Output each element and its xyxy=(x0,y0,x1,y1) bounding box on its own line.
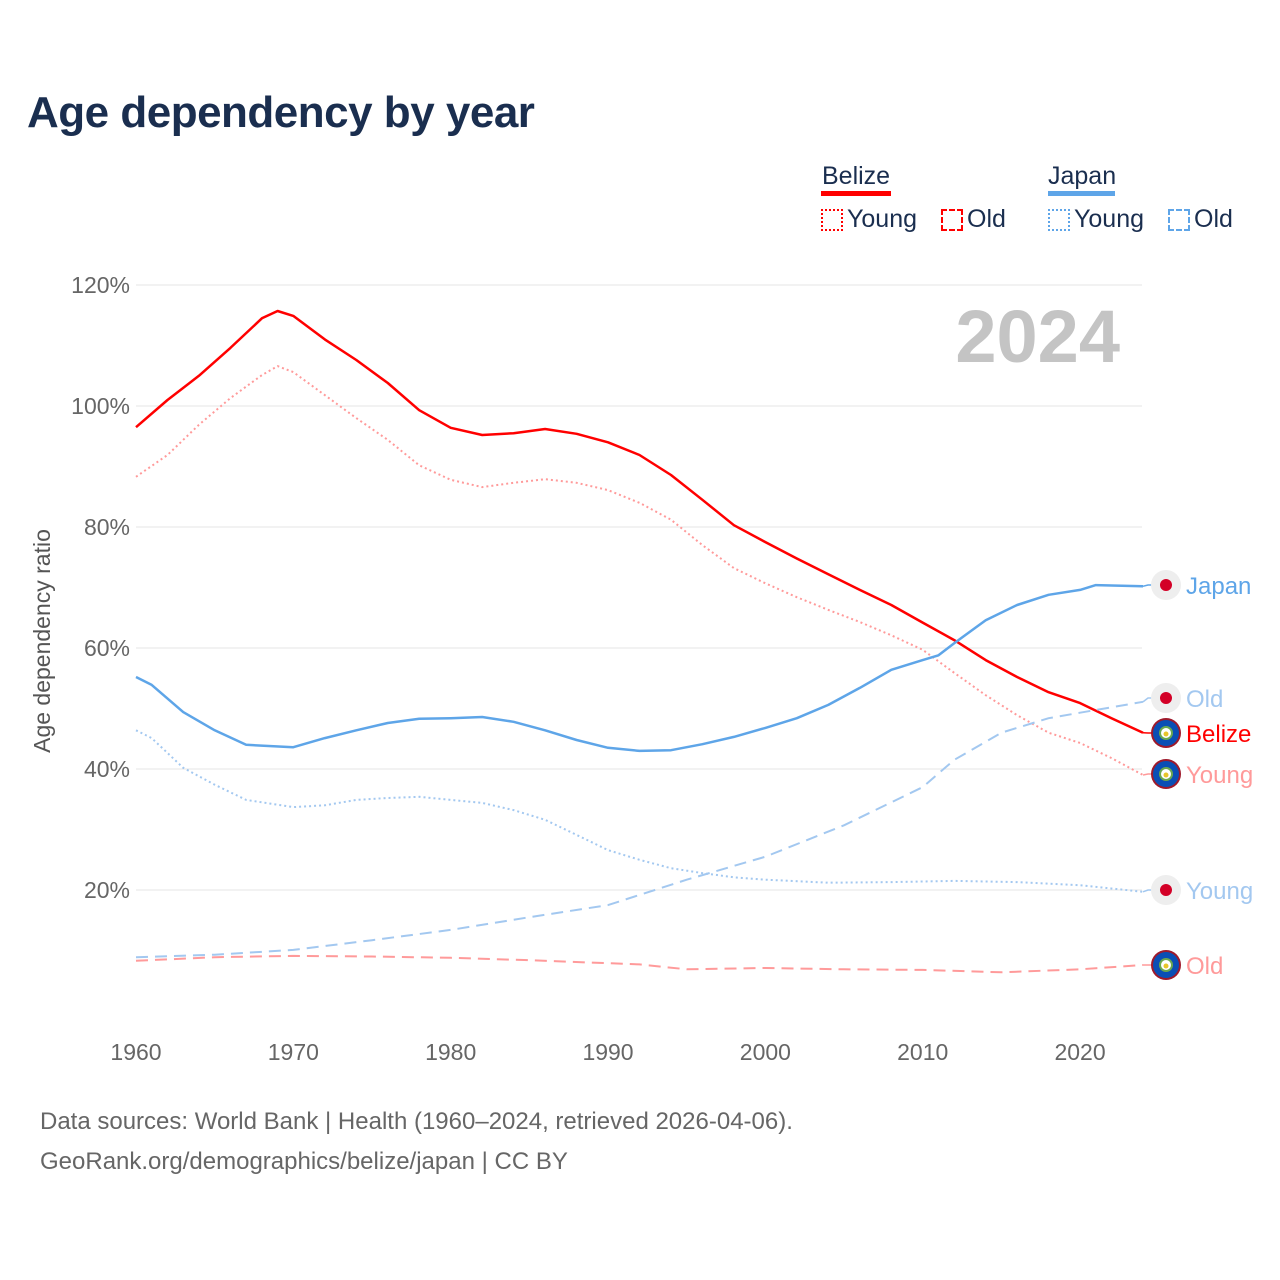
series-line-japan-old xyxy=(135,700,1144,959)
y-tick-label: 40% xyxy=(84,756,130,782)
connector-line xyxy=(1142,889,1152,893)
belize-flag-icon xyxy=(1151,759,1181,789)
end-label: Old xyxy=(1186,686,1223,713)
dashed-swatch-icon xyxy=(941,208,963,231)
series-line-japan xyxy=(135,583,1144,753)
series-line-belize-old xyxy=(135,954,1144,974)
belize-flag-icon xyxy=(1151,950,1181,980)
y-tick-label: 60% xyxy=(84,635,130,661)
flag-emblem-center xyxy=(1163,772,1169,778)
japan-flag-icon xyxy=(1151,683,1181,713)
x-tick-label: 2000 xyxy=(740,1039,791,1065)
legend-label: Old xyxy=(967,205,1006,233)
x-tick-label: 2020 xyxy=(1054,1039,1105,1065)
y-tick-label: 120% xyxy=(71,272,130,298)
y-tick-label: 20% xyxy=(84,877,130,903)
japan-flag-icon xyxy=(1151,570,1181,600)
legend-japan-old[interactable]: Old xyxy=(1168,205,1233,234)
chart-title: Age dependency by year xyxy=(27,88,535,137)
series-line-belize xyxy=(135,309,1144,734)
flag-sun xyxy=(1160,579,1172,591)
source-link[interactable]: GeoRank.org/demographics/belize/japan | … xyxy=(40,1148,568,1175)
dotted-swatch-icon xyxy=(821,208,843,231)
x-tick-label: 1990 xyxy=(582,1039,633,1065)
series-line-japan-young xyxy=(135,729,1144,893)
x-tick-label: 1980 xyxy=(425,1039,476,1065)
legend-label: Old xyxy=(1194,205,1233,233)
y-axis-label: Age dependency ratio xyxy=(29,529,55,753)
connector-line xyxy=(1142,773,1152,776)
legend-belize[interactable]: Belize xyxy=(822,162,891,190)
end-label: Young xyxy=(1186,762,1253,789)
year-watermark: 2024 xyxy=(955,295,1120,378)
belize-flag-icon xyxy=(1151,718,1181,748)
legend-belize-young[interactable]: Young xyxy=(821,205,917,234)
dashed-swatch-icon xyxy=(1168,208,1190,231)
dotted-swatch-icon xyxy=(1048,208,1070,231)
x-tick-label: 1970 xyxy=(268,1039,319,1065)
connector-line xyxy=(1142,584,1152,588)
x-tick-label: 1960 xyxy=(110,1039,161,1065)
source-text: Data sources: World Bank | Health (1960–… xyxy=(40,1108,793,1135)
legend-japan[interactable]: Japan xyxy=(1048,162,1117,190)
flag-emblem-center xyxy=(1163,963,1169,969)
legend-label: Young xyxy=(1074,205,1144,233)
end-label: Japan xyxy=(1186,573,1251,600)
end-label: Young xyxy=(1186,878,1253,905)
legend-label: Young xyxy=(847,205,917,233)
legend-japan-line xyxy=(1048,191,1115,196)
legend-belize-old[interactable]: Old xyxy=(941,205,1006,234)
legend-japan-young[interactable]: Young xyxy=(1048,205,1144,234)
x-tick-label: 2010 xyxy=(897,1039,948,1065)
japan-flag-icon xyxy=(1151,875,1181,905)
connector-line xyxy=(1142,697,1152,703)
end-label: Old xyxy=(1186,953,1223,980)
end-label: Belize xyxy=(1186,721,1251,748)
flag-sun xyxy=(1160,884,1172,896)
legend-belize-line xyxy=(821,191,891,196)
flag-sun xyxy=(1160,692,1172,704)
y-tick-label: 80% xyxy=(84,514,130,540)
flag-emblem-center xyxy=(1163,731,1169,737)
y-tick-label: 100% xyxy=(71,393,130,419)
series-line-belize-young xyxy=(135,365,1144,776)
